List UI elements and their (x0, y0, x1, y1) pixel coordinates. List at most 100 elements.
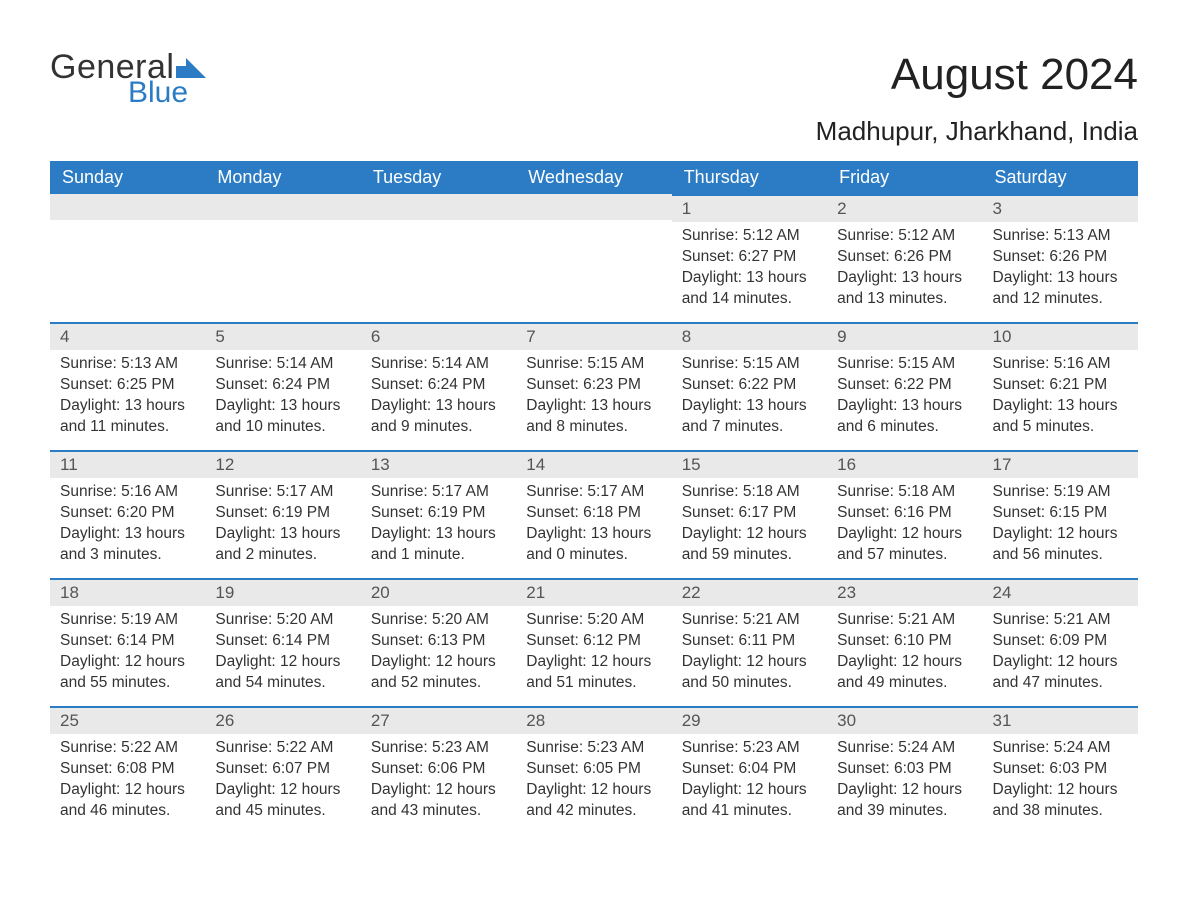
day-details: Sunrise: 5:19 AMSunset: 6:14 PMDaylight:… (50, 606, 205, 700)
day-details: Sunrise: 5:20 AMSunset: 6:14 PMDaylight:… (205, 606, 360, 700)
day-details: Sunrise: 5:24 AMSunset: 6:03 PMDaylight:… (827, 734, 982, 828)
daylight-line: Daylight: 12 hours and 59 minutes. (682, 524, 817, 566)
day-header-row: SundayMondayTuesdayWednesdayThursdayFrid… (50, 161, 1138, 194)
sunset-line: Sunset: 6:14 PM (60, 631, 195, 652)
sunset-line: Sunset: 6:09 PM (993, 631, 1128, 652)
day-details: Sunrise: 5:24 AMSunset: 6:03 PMDaylight:… (983, 734, 1138, 828)
calendar-cell: 2Sunrise: 5:12 AMSunset: 6:26 PMDaylight… (827, 194, 982, 322)
calendar-cell (516, 194, 671, 322)
empty-day-bar (516, 194, 671, 220)
day-details: Sunrise: 5:16 AMSunset: 6:21 PMDaylight:… (983, 350, 1138, 444)
day-number: 31 (983, 706, 1138, 734)
day-details: Sunrise: 5:14 AMSunset: 6:24 PMDaylight:… (205, 350, 360, 444)
sunrise-line: Sunrise: 5:13 AM (993, 226, 1128, 247)
day-header-monday: Monday (205, 161, 360, 194)
day-number: 14 (516, 450, 671, 478)
calendar-cell: 22Sunrise: 5:21 AMSunset: 6:11 PMDayligh… (672, 578, 827, 706)
sunset-line: Sunset: 6:26 PM (993, 247, 1128, 268)
day-details: Sunrise: 5:17 AMSunset: 6:18 PMDaylight:… (516, 478, 671, 572)
sunset-line: Sunset: 6:03 PM (993, 759, 1128, 780)
calendar-cell: 20Sunrise: 5:20 AMSunset: 6:13 PMDayligh… (361, 578, 516, 706)
sunset-line: Sunset: 6:19 PM (371, 503, 506, 524)
sunrise-line: Sunrise: 5:18 AM (682, 482, 817, 503)
sunrise-line: Sunrise: 5:21 AM (682, 610, 817, 631)
calendar-cell: 21Sunrise: 5:20 AMSunset: 6:12 PMDayligh… (516, 578, 671, 706)
daylight-line: Daylight: 13 hours and 14 minutes. (682, 268, 817, 310)
day-number: 11 (50, 450, 205, 478)
daylight-line: Daylight: 12 hours and 46 minutes. (60, 780, 195, 822)
calendar-cell: 24Sunrise: 5:21 AMSunset: 6:09 PMDayligh… (983, 578, 1138, 706)
day-details: Sunrise: 5:14 AMSunset: 6:24 PMDaylight:… (361, 350, 516, 444)
daylight-line: Daylight: 13 hours and 10 minutes. (215, 396, 350, 438)
logo: General Blue (50, 50, 206, 108)
day-number: 23 (827, 578, 982, 606)
day-details: Sunrise: 5:21 AMSunset: 6:10 PMDaylight:… (827, 606, 982, 700)
sunset-line: Sunset: 6:11 PM (682, 631, 817, 652)
day-number: 21 (516, 578, 671, 606)
day-details: Sunrise: 5:18 AMSunset: 6:16 PMDaylight:… (827, 478, 982, 572)
calendar-week-row: 11Sunrise: 5:16 AMSunset: 6:20 PMDayligh… (50, 450, 1138, 578)
sunset-line: Sunset: 6:19 PM (215, 503, 350, 524)
day-number: 26 (205, 706, 360, 734)
day-details: Sunrise: 5:23 AMSunset: 6:04 PMDaylight:… (672, 734, 827, 828)
calendar-cell: 15Sunrise: 5:18 AMSunset: 6:17 PMDayligh… (672, 450, 827, 578)
day-number: 27 (361, 706, 516, 734)
sunset-line: Sunset: 6:03 PM (837, 759, 972, 780)
daylight-line: Daylight: 12 hours and 38 minutes. (993, 780, 1128, 822)
calendar-cell (361, 194, 516, 322)
empty-day-bar (361, 194, 516, 220)
sunset-line: Sunset: 6:08 PM (60, 759, 195, 780)
calendar-table: SundayMondayTuesdayWednesdayThursdayFrid… (50, 161, 1138, 834)
daylight-line: Daylight: 12 hours and 43 minutes. (371, 780, 506, 822)
calendar-cell: 29Sunrise: 5:23 AMSunset: 6:04 PMDayligh… (672, 706, 827, 834)
day-number: 1 (672, 194, 827, 222)
daylight-line: Daylight: 13 hours and 0 minutes. (526, 524, 661, 566)
daylight-line: Daylight: 13 hours and 9 minutes. (371, 396, 506, 438)
day-details: Sunrise: 5:19 AMSunset: 6:15 PMDaylight:… (983, 478, 1138, 572)
sunrise-line: Sunrise: 5:21 AM (837, 610, 972, 631)
day-number: 15 (672, 450, 827, 478)
sunrise-line: Sunrise: 5:17 AM (526, 482, 661, 503)
daylight-line: Daylight: 13 hours and 5 minutes. (993, 396, 1128, 438)
sunrise-line: Sunrise: 5:15 AM (526, 354, 661, 375)
calendar-cell (50, 194, 205, 322)
sunrise-line: Sunrise: 5:23 AM (371, 738, 506, 759)
sunrise-line: Sunrise: 5:17 AM (215, 482, 350, 503)
sunset-line: Sunset: 6:24 PM (215, 375, 350, 396)
sunrise-line: Sunrise: 5:12 AM (837, 226, 972, 247)
calendar-cell: 9Sunrise: 5:15 AMSunset: 6:22 PMDaylight… (827, 322, 982, 450)
day-number: 9 (827, 322, 982, 350)
daylight-line: Daylight: 13 hours and 8 minutes. (526, 396, 661, 438)
sunrise-line: Sunrise: 5:12 AM (682, 226, 817, 247)
sunrise-line: Sunrise: 5:16 AM (993, 354, 1128, 375)
sunrise-line: Sunrise: 5:19 AM (60, 610, 195, 631)
day-details: Sunrise: 5:12 AMSunset: 6:27 PMDaylight:… (672, 222, 827, 316)
daylight-line: Daylight: 13 hours and 2 minutes. (215, 524, 350, 566)
daylight-line: Daylight: 12 hours and 56 minutes. (993, 524, 1128, 566)
sunset-line: Sunset: 6:07 PM (215, 759, 350, 780)
calendar-cell: 18Sunrise: 5:19 AMSunset: 6:14 PMDayligh… (50, 578, 205, 706)
sunset-line: Sunset: 6:05 PM (526, 759, 661, 780)
sunset-line: Sunset: 6:15 PM (993, 503, 1128, 524)
day-number: 3 (983, 194, 1138, 222)
daylight-line: Daylight: 13 hours and 12 minutes. (993, 268, 1128, 310)
day-header-saturday: Saturday (983, 161, 1138, 194)
day-details: Sunrise: 5:23 AMSunset: 6:05 PMDaylight:… (516, 734, 671, 828)
daylight-line: Daylight: 12 hours and 52 minutes. (371, 652, 506, 694)
calendar-cell: 23Sunrise: 5:21 AMSunset: 6:10 PMDayligh… (827, 578, 982, 706)
calendar-cell: 4Sunrise: 5:13 AMSunset: 6:25 PMDaylight… (50, 322, 205, 450)
day-number: 4 (50, 322, 205, 350)
calendar-cell: 26Sunrise: 5:22 AMSunset: 6:07 PMDayligh… (205, 706, 360, 834)
daylight-line: Daylight: 12 hours and 54 minutes. (215, 652, 350, 694)
day-details: Sunrise: 5:21 AMSunset: 6:11 PMDaylight:… (672, 606, 827, 700)
calendar-cell: 13Sunrise: 5:17 AMSunset: 6:19 PMDayligh… (361, 450, 516, 578)
day-header-tuesday: Tuesday (361, 161, 516, 194)
day-header-thursday: Thursday (672, 161, 827, 194)
sunrise-line: Sunrise: 5:20 AM (371, 610, 506, 631)
calendar-week-row: 25Sunrise: 5:22 AMSunset: 6:08 PMDayligh… (50, 706, 1138, 834)
day-header-wednesday: Wednesday (516, 161, 671, 194)
sunrise-line: Sunrise: 5:20 AM (215, 610, 350, 631)
calendar-body: 1Sunrise: 5:12 AMSunset: 6:27 PMDaylight… (50, 194, 1138, 834)
day-header-friday: Friday (827, 161, 982, 194)
day-number: 16 (827, 450, 982, 478)
